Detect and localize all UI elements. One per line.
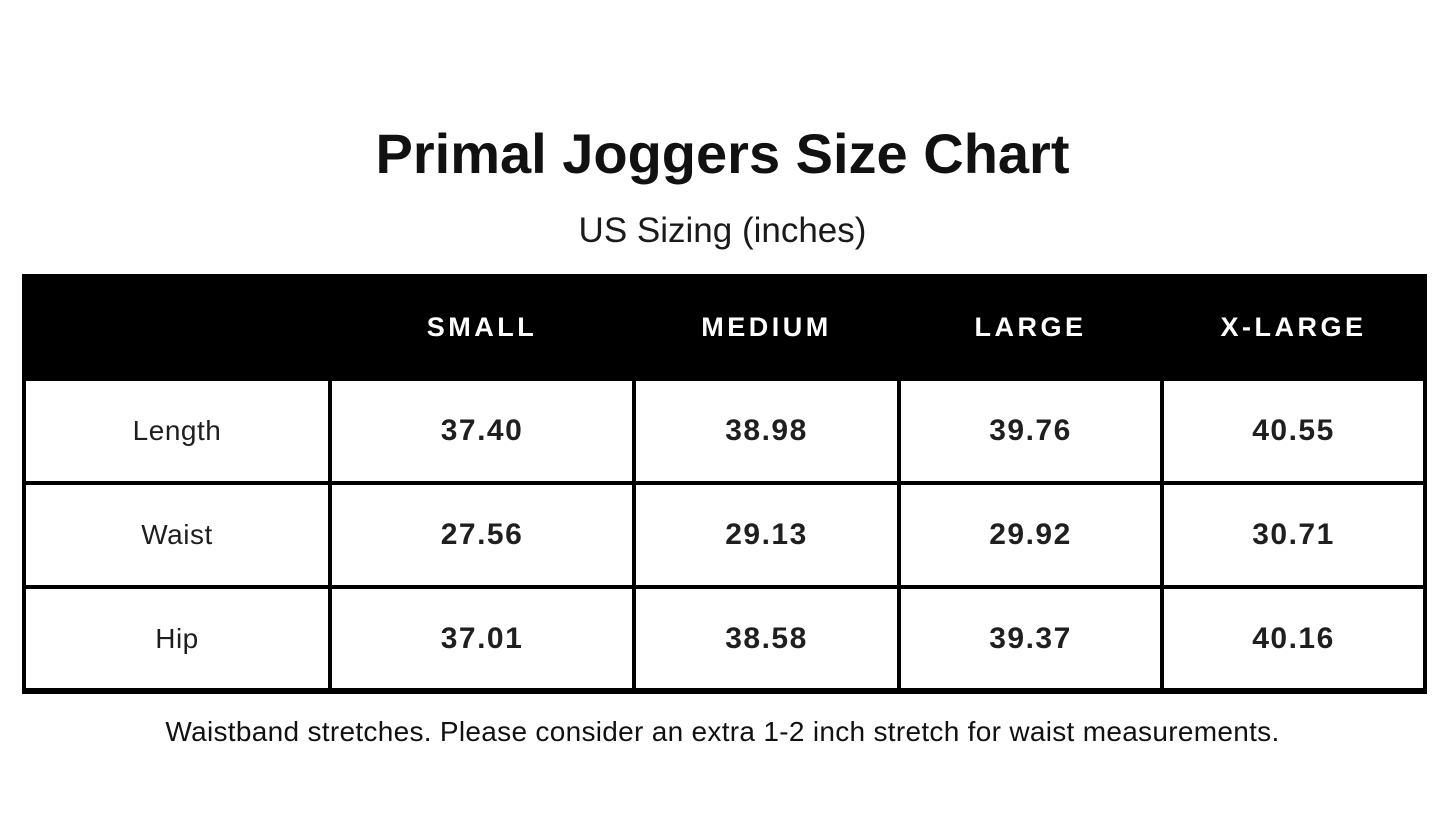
page-subtitle: US Sizing (inches) xyxy=(578,211,867,250)
cell-hip-x-large: 40.16 xyxy=(1160,585,1427,694)
row-label-hip: Hip xyxy=(22,585,332,694)
cell-hip-large: 39.37 xyxy=(897,585,1164,694)
page-title: Primal Joggers Size Chart xyxy=(375,122,1070,185)
corner-cell xyxy=(22,274,332,381)
cell-length-medium: 38.98 xyxy=(632,377,901,485)
cell-length-x-large: 40.55 xyxy=(1160,377,1427,485)
column-header-large: LARGE xyxy=(897,274,1164,381)
column-header-x-large: X-LARGE xyxy=(1160,274,1427,381)
cell-length-small: 37.40 xyxy=(328,377,636,485)
cell-waist-large: 29.92 xyxy=(897,481,1164,589)
column-header-small: SMALL xyxy=(328,274,636,381)
row-label-waist: Waist xyxy=(22,481,332,589)
cell-hip-medium: 38.58 xyxy=(632,585,901,694)
cell-waist-medium: 29.13 xyxy=(632,481,901,589)
cell-hip-small: 37.01 xyxy=(328,585,636,694)
cell-waist-small: 27.56 xyxy=(328,481,636,589)
row-label-length: Length xyxy=(22,377,332,485)
table-row-waist: Waist 27.56 29.13 29.92 30.71 xyxy=(22,481,1427,589)
table-row-hip: Hip 37.01 38.58 39.37 40.16 xyxy=(22,585,1427,694)
footnote: Waistband stretches. Please consider an … xyxy=(165,716,1280,747)
table-header-row: SMALL MEDIUM LARGE X-LARGE xyxy=(22,274,1427,381)
table-row-length: Length 37.40 38.98 39.76 40.55 xyxy=(22,377,1427,485)
cell-waist-x-large: 30.71 xyxy=(1160,481,1427,589)
cell-length-large: 39.76 xyxy=(897,377,1164,485)
column-header-medium: MEDIUM xyxy=(632,274,901,381)
size-chart-table: SMALL MEDIUM LARGE X-LARGE Length 37.40 … xyxy=(22,274,1427,694)
